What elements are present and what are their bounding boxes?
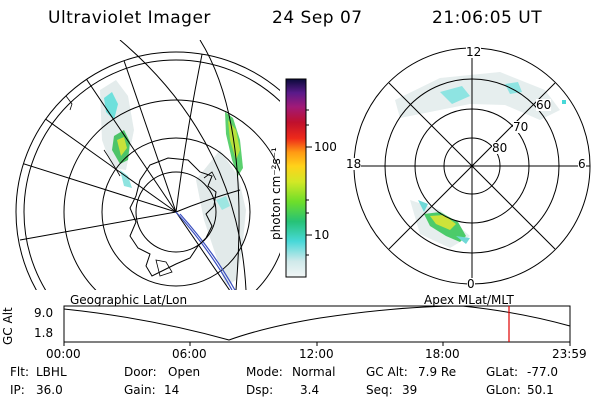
instrument-title: Ultraviolet Imager (48, 8, 211, 28)
mlt-panel-label: Apex MLat/MLT (424, 293, 514, 307)
altitude-xtick: 12:00 (299, 347, 334, 361)
status-label: GLon: (486, 383, 521, 397)
status-value: Normal (292, 365, 336, 379)
status-value: -77.0 (527, 365, 559, 379)
mlt-label-0: 0 (467, 277, 475, 291)
status-label: IP: (10, 383, 25, 397)
mlat-label-60: 60 (536, 98, 552, 112)
mlat-label-70: 70 (513, 120, 529, 134)
status-value: 3.4 (300, 383, 320, 397)
altitude-xtick: 18:00 (425, 347, 460, 361)
date-label: 24 Sep 07 (272, 8, 363, 28)
altitude-xtick: 06:00 (172, 347, 207, 361)
status-value: LBHL (36, 365, 67, 379)
time-label: 21:06:05 UT (432, 8, 543, 28)
status-label: GC Alt: (366, 365, 408, 379)
status-label: GLat: (486, 365, 519, 379)
altitude-xtick: 23:59 (552, 347, 587, 361)
colorbar-tick-100: 100 (314, 140, 337, 154)
status-label: Mode: (246, 365, 283, 379)
status-value: 7.9 Re (418, 365, 457, 379)
status-value: 50.1 (527, 383, 554, 397)
status-label: Door: (124, 365, 157, 379)
status-label: Seq: (366, 383, 393, 397)
altitude-ytick-low: 1.8 (34, 326, 54, 340)
status-value: 39 (402, 383, 418, 397)
status-label: Dsp: (246, 383, 274, 397)
colorbar-tick-10: 10 (314, 228, 330, 242)
mlt-label-12: 12 (466, 45, 482, 59)
altitude-ytick-high: 9.0 (34, 306, 54, 320)
altitude-xtick: 00:00 (46, 347, 81, 361)
altitude-ylabel: GC Alt (1, 307, 15, 345)
mlat-label-80: 80 (492, 141, 508, 155)
mlt-label-6: 6 (578, 157, 586, 171)
status-value: 36.0 (36, 383, 63, 397)
status-label: Flt: (10, 365, 29, 379)
status-value: Open (168, 365, 201, 379)
status-label: Gain: (124, 383, 156, 397)
geo-panel-label: Geographic Lat/Lon (70, 293, 188, 307)
status-value: 14 (164, 383, 180, 397)
mlt-label-18: 18 (346, 157, 362, 171)
